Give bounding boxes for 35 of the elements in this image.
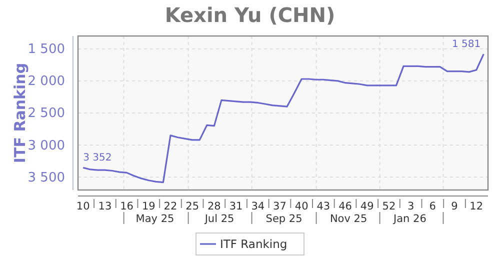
y-axis-title: ITF Ranking xyxy=(11,62,29,164)
x-tick-label: 6 xyxy=(429,200,436,212)
data-label: 3 352 xyxy=(83,152,112,164)
x-tick-label: 31 xyxy=(229,200,243,212)
x-tick-label: 52 xyxy=(382,200,396,212)
x-tick-label: 16 xyxy=(120,200,134,212)
y-tick-label: 1 500 xyxy=(28,42,65,57)
x-tick-label: 28 xyxy=(207,200,221,212)
y-tick-label: 3 000 xyxy=(28,138,65,154)
x-tick-label: 19 xyxy=(142,200,156,212)
legend-label: ITF Ranking xyxy=(220,237,288,251)
x2-tick-label: Jan 26 xyxy=(392,213,427,225)
x2-tick-label: Nov 25 xyxy=(330,213,368,225)
chart-title: Kexin Yu (CHN) xyxy=(164,3,336,27)
x2-tick-label: May 25 xyxy=(136,213,174,225)
x-tick-label: 34 xyxy=(251,200,265,212)
line-series xyxy=(82,53,484,184)
x-tick-label: 12 xyxy=(470,200,484,212)
x-tick-label: 46 xyxy=(338,200,352,212)
x2-tick-label: Jul 25 xyxy=(204,213,234,225)
y-tick-label: 3 500 xyxy=(28,170,65,186)
y-tick-label: 2 500 xyxy=(28,106,65,122)
y-tick-label: 2 000 xyxy=(28,74,65,90)
x-tick-label: 40 xyxy=(294,200,308,212)
data-label: 1 581 xyxy=(452,39,481,50)
x-tick-label: 9 xyxy=(451,200,458,212)
x-tick-label: 25 xyxy=(186,200,200,212)
x-tick-label: 3 xyxy=(407,200,414,212)
x-tick-label: 43 xyxy=(316,200,330,212)
x-tick-label: 22 xyxy=(164,200,178,212)
x2-tick-label: Sep 25 xyxy=(266,213,302,225)
x-tick-label: 13 xyxy=(98,200,112,212)
x-tick-label: 37 xyxy=(273,200,286,212)
x-tick-label: 49 xyxy=(360,200,374,212)
x-tick-label: 10 xyxy=(76,200,90,212)
